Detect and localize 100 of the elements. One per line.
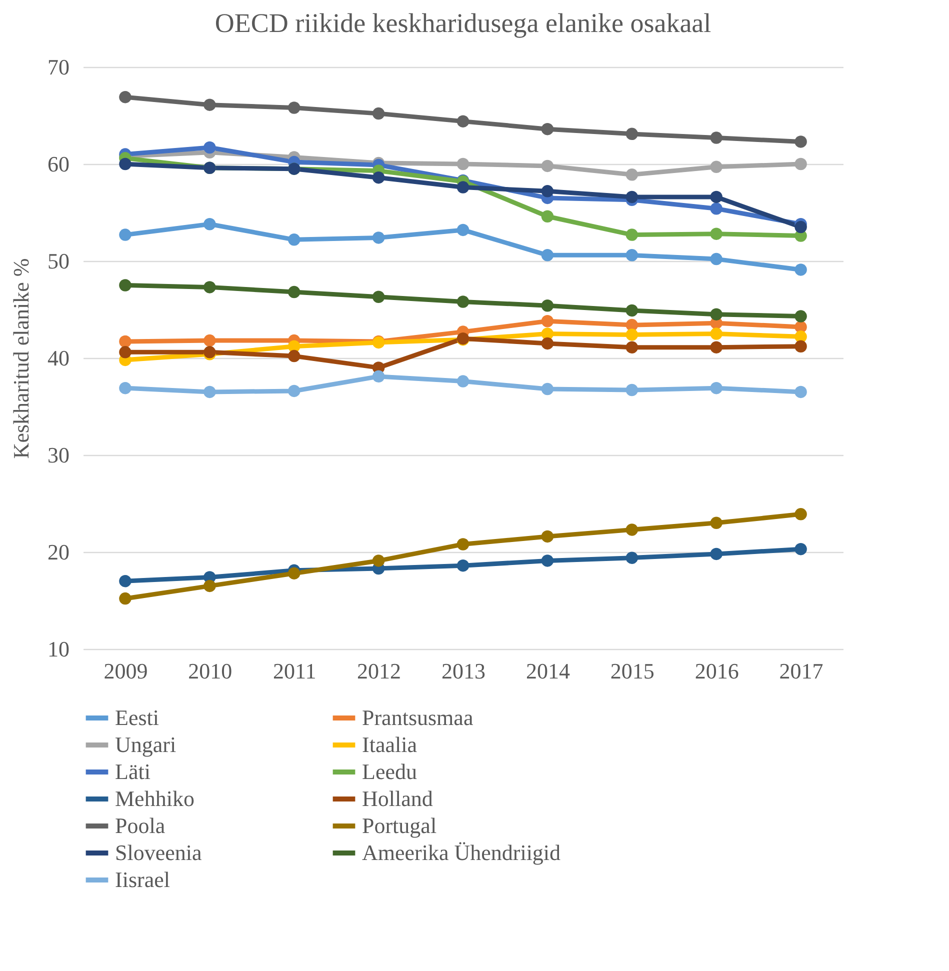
- point: [119, 346, 132, 358]
- point: [794, 310, 807, 322]
- x-tick-label: 2012: [357, 658, 402, 684]
- x-tick-label: 2011: [273, 658, 316, 684]
- legend-label: Iisrael: [115, 867, 170, 892]
- x-tick-label: 2014: [526, 658, 570, 684]
- point: [119, 592, 132, 605]
- y-axis-title: Keskharitud elanike %: [8, 258, 34, 459]
- point: [288, 234, 300, 246]
- x-tick-label: 2010: [188, 658, 232, 684]
- point: [119, 90, 132, 104]
- legend-label: Itaalia: [362, 732, 418, 757]
- point: [794, 264, 807, 276]
- point: [204, 218, 216, 230]
- point: [626, 524, 638, 536]
- point: [794, 136, 807, 148]
- point: [794, 340, 807, 352]
- y-tick-label: 30: [48, 442, 70, 468]
- point: [794, 508, 807, 520]
- point: [541, 530, 554, 543]
- point: [456, 158, 470, 170]
- y-tick-label: 40: [48, 346, 70, 370]
- point: [119, 279, 132, 292]
- legend-label: Portugal: [362, 813, 437, 838]
- point: [288, 102, 300, 114]
- x-tick-label: 2013: [442, 658, 486, 684]
- point: [204, 141, 216, 154]
- point: [288, 384, 300, 398]
- x-tick-label: 2017: [779, 658, 824, 684]
- point: [710, 548, 722, 560]
- point: [626, 304, 638, 317]
- chart-title: OECD riikide keskharidusega elanike osakaal: [214, 8, 712, 38]
- point: [710, 382, 722, 394]
- x-tick-label: 2015: [610, 658, 654, 684]
- y-tick-label: 10: [48, 636, 70, 662]
- point: [710, 308, 722, 320]
- point: [372, 370, 385, 383]
- point: [288, 350, 300, 362]
- point: [794, 220, 807, 234]
- legend-label: Sloveenia: [115, 840, 202, 865]
- point: [204, 386, 216, 398]
- point: [626, 249, 638, 262]
- point: [119, 382, 132, 394]
- point: [288, 286, 300, 298]
- y-tick-label: 70: [48, 54, 70, 80]
- point: [288, 567, 300, 580]
- point: [626, 168, 638, 181]
- point: [710, 252, 722, 266]
- point: [372, 554, 385, 567]
- point: [541, 160, 554, 172]
- point: [204, 334, 216, 347]
- point: [372, 290, 385, 303]
- point: [372, 107, 385, 120]
- point: [794, 542, 807, 556]
- x-tick-label: 2016: [694, 658, 739, 684]
- point: [626, 190, 638, 204]
- point: [456, 181, 470, 194]
- legend-label: Holland: [362, 786, 433, 811]
- point: [710, 190, 722, 204]
- point: [541, 185, 554, 198]
- point: [119, 158, 132, 170]
- legend-label: Leedu: [362, 759, 417, 784]
- point: [204, 281, 216, 294]
- point: [710, 202, 722, 215]
- y-tick-label: 20: [48, 540, 70, 564]
- point: [710, 328, 722, 340]
- point: [541, 337, 554, 350]
- point: [626, 341, 638, 354]
- legend-label: Mehhiko: [115, 786, 194, 811]
- point: [541, 210, 554, 222]
- point: [794, 158, 807, 170]
- point: [710, 341, 722, 354]
- point: [541, 249, 554, 262]
- point: [372, 232, 385, 244]
- legend-label: Ameerika Ühendriigid: [362, 840, 561, 865]
- point: [456, 375, 470, 388]
- point: [456, 296, 470, 308]
- point: [710, 132, 722, 144]
- point: [794, 386, 807, 398]
- point: [626, 228, 638, 241]
- point: [456, 538, 470, 550]
- y-tick-label: 60: [48, 152, 70, 176]
- point: [626, 328, 638, 341]
- point: [710, 228, 722, 240]
- legend-label: Ungari: [115, 732, 176, 757]
- point: [119, 574, 132, 588]
- legend-label: Eesti: [115, 705, 159, 730]
- point: [456, 224, 470, 236]
- point: [626, 384, 638, 396]
- point: [710, 516, 722, 530]
- point: [541, 300, 554, 312]
- point: [119, 335, 132, 348]
- x-tick-label: 2009: [104, 658, 148, 684]
- point: [626, 552, 638, 564]
- legend-label: Prantsusmaa: [362, 705, 474, 730]
- point: [541, 122, 554, 136]
- legend-label: Poola: [115, 813, 166, 838]
- point: [541, 315, 554, 328]
- point: [119, 228, 132, 241]
- y-tick-label: 50: [48, 248, 70, 274]
